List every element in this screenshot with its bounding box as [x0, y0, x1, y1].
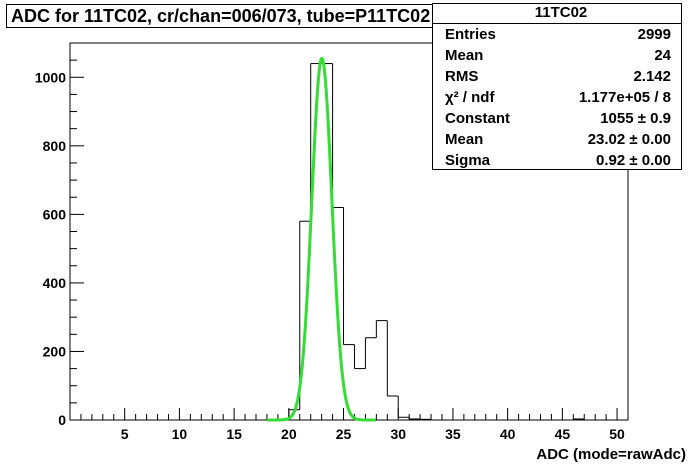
stats-title: 11TC02	[433, 4, 681, 24]
stat-label: Mean	[445, 47, 484, 64]
plot-title: ADC for 11TC02, cr/chan=006/073, tube=P1…	[6, 4, 495, 28]
stat-value: 0.92 ± 0.00	[596, 152, 671, 169]
x-tick-label: 30	[390, 426, 406, 442]
stat-value: 1055 ± 0.9	[600, 110, 671, 127]
x-tick-label: 15	[226, 426, 242, 442]
stat-label: Constant	[445, 110, 510, 127]
x-tick-label: 25	[336, 426, 352, 442]
stat-value: 2.142	[633, 68, 671, 85]
x-tick-label: 20	[281, 426, 297, 442]
x-tick-label: 5	[121, 426, 129, 442]
stat-row-entries: Entries 2999	[433, 24, 681, 45]
stat-row-mean: Mean 24	[433, 45, 681, 66]
x-tick-label: 35	[445, 426, 461, 442]
y-tick-label: 600	[43, 206, 67, 222]
stat-label: Sigma	[445, 152, 491, 169]
stat-row-rms: RMS 2.142	[433, 66, 681, 87]
stat-label: Mean	[445, 131, 484, 148]
x-tick-label: 50	[609, 426, 625, 442]
y-tick-label: 1000	[35, 69, 66, 85]
stat-row-constant: Constant 1055 ± 0.9	[433, 108, 681, 129]
stat-value: 2999	[637, 26, 671, 43]
stat-row-chi2: χ² / ndf 1.177e+05 / 8	[433, 87, 681, 108]
x-axis-label: ADC (mode=rawAdc)	[536, 446, 686, 463]
y-tick-label: 0	[58, 412, 66, 428]
x-tick-label: 10	[172, 426, 188, 442]
stat-label: Entries	[445, 26, 496, 43]
y-tick-label: 800	[43, 138, 67, 154]
stat-value: 24	[654, 47, 671, 64]
stat-label: RMS	[445, 68, 479, 85]
y-tick-label: 200	[43, 343, 67, 359]
stat-row-sigma: Sigma 0.92 ± 0.00	[433, 150, 681, 171]
stats-box: 11TC02 Entries 2999 Mean 24 RMS 2.142 χ²…	[432, 3, 682, 170]
stat-value: 23.02 ± 0.00	[587, 131, 671, 148]
x-tick-label: 45	[555, 426, 571, 442]
y-tick-label: 400	[43, 275, 67, 291]
stat-row-fit-mean: Mean 23.02 ± 0.00	[433, 129, 681, 150]
gaussian-fit-curve	[266, 56, 376, 422]
stat-value: 1.177e+05 / 8	[578, 89, 671, 106]
x-tick-label: 40	[500, 426, 516, 442]
stat-label: χ² / ndf	[445, 89, 495, 106]
